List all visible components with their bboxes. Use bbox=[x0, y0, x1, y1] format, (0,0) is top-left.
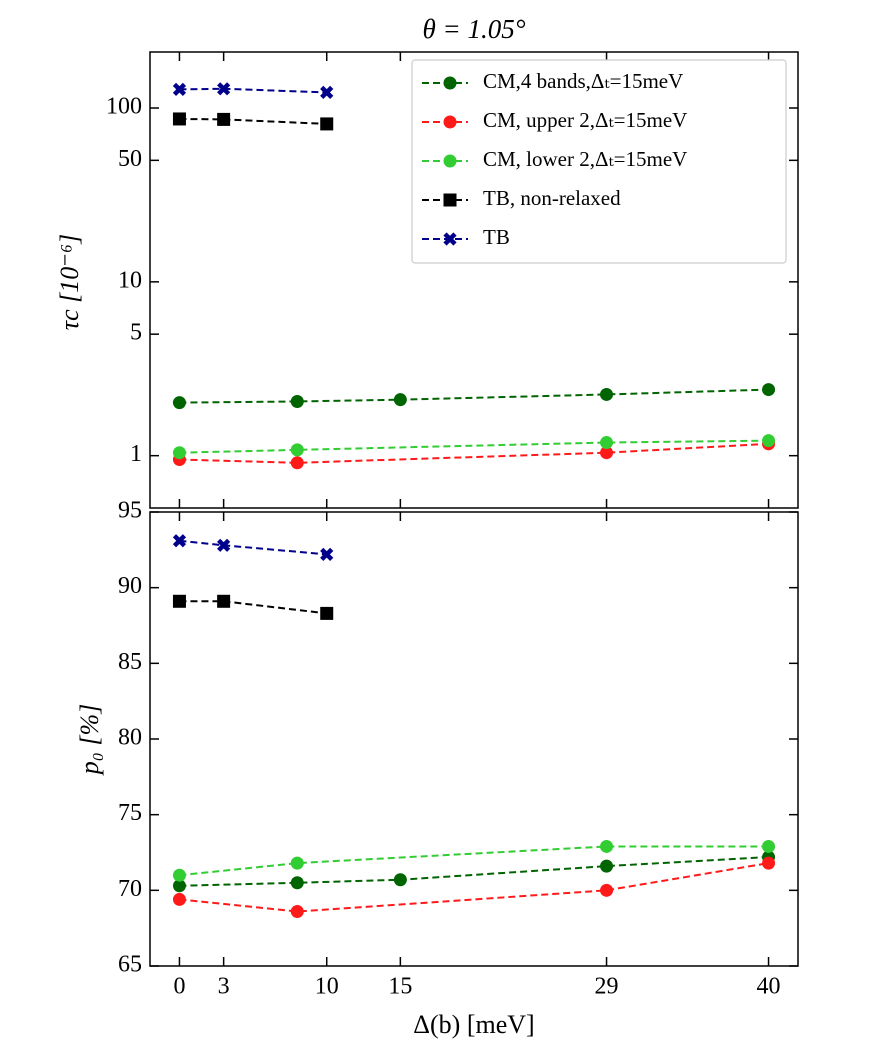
marker bbox=[290, 456, 304, 470]
series-line bbox=[179, 845, 769, 877]
marker bbox=[290, 876, 304, 890]
y-tick-label: 95 bbox=[118, 498, 142, 524]
marker bbox=[600, 387, 614, 401]
y-tick-label: 80 bbox=[118, 725, 142, 751]
marker bbox=[172, 396, 186, 410]
marker bbox=[217, 538, 231, 552]
y-tick-label: 65 bbox=[118, 952, 142, 978]
marker bbox=[172, 892, 186, 906]
series-markers bbox=[172, 534, 334, 561]
marker-stroke bbox=[172, 534, 187, 548]
series-line bbox=[179, 439, 769, 454]
marker bbox=[762, 383, 776, 397]
marker bbox=[600, 446, 614, 460]
legend-marker bbox=[443, 193, 457, 207]
marker bbox=[762, 839, 776, 853]
legend-marker bbox=[443, 154, 457, 168]
marker bbox=[600, 436, 614, 450]
marker bbox=[172, 594, 186, 608]
marker bbox=[172, 534, 187, 548]
marker bbox=[290, 856, 304, 870]
series-line bbox=[179, 862, 769, 913]
marker bbox=[600, 859, 614, 873]
marker bbox=[320, 547, 334, 561]
series-markers bbox=[172, 383, 776, 410]
marker bbox=[762, 856, 776, 870]
legend: CM,4 bands,Δₜ=15meV CM, upper 2,Δₜ=15meV C… bbox=[411, 59, 787, 264]
x-tick-label: 10 bbox=[315, 974, 339, 1000]
marker bbox=[172, 112, 186, 126]
series-markers bbox=[172, 82, 334, 99]
legend-label: CM, lower 2,Δₜ=15meV bbox=[483, 147, 687, 171]
marker bbox=[217, 594, 231, 608]
series-line bbox=[179, 442, 769, 464]
series-markers bbox=[172, 594, 334, 620]
legend-marker bbox=[443, 115, 457, 129]
x-tick-label: 29 bbox=[595, 974, 619, 1000]
series-markers bbox=[172, 839, 776, 882]
bottom-frame bbox=[149, 511, 799, 967]
y-tick-label: 50 bbox=[118, 146, 142, 172]
top-frame bbox=[149, 51, 799, 509]
y-tick-label: 100 bbox=[106, 94, 142, 120]
series-line bbox=[179, 388, 769, 404]
series-markers bbox=[172, 112, 334, 131]
series-markers bbox=[172, 856, 776, 919]
y-tick-label: 85 bbox=[118, 649, 142, 675]
legend-box bbox=[411, 59, 787, 264]
y-axis-label: p₀ [%] bbox=[75, 704, 104, 776]
marker bbox=[290, 394, 304, 408]
series-markers bbox=[172, 434, 776, 460]
marker bbox=[600, 839, 614, 853]
series-line bbox=[179, 117, 327, 125]
x-tick-label: 3 bbox=[218, 974, 230, 1000]
legend-marker bbox=[443, 232, 457, 246]
legend-label: CM,4 bands,Δₜ=15meV bbox=[483, 69, 683, 93]
series-markers bbox=[172, 850, 776, 893]
marker-stroke bbox=[172, 82, 187, 96]
y-tick-label: 70 bbox=[118, 876, 142, 902]
marker bbox=[172, 868, 186, 882]
y-tick-label: 10 bbox=[118, 267, 142, 293]
marker bbox=[290, 905, 304, 919]
series-line bbox=[179, 539, 327, 556]
x-tick-label: 15 bbox=[388, 974, 412, 1000]
marker bbox=[393, 393, 407, 407]
y-tick-label: 5 bbox=[130, 320, 142, 346]
series-markers bbox=[172, 437, 776, 470]
legend-label: CM, upper 2,Δₜ=15meV bbox=[483, 108, 687, 132]
series-line bbox=[179, 856, 769, 887]
legend-label: TB bbox=[483, 225, 510, 249]
marker bbox=[217, 112, 231, 126]
marker bbox=[600, 883, 614, 897]
marker bbox=[320, 117, 334, 131]
marker-stroke bbox=[320, 85, 334, 99]
marker bbox=[762, 434, 776, 448]
marker bbox=[290, 443, 304, 457]
marker bbox=[393, 873, 407, 887]
marker-stroke bbox=[320, 547, 334, 561]
x-tick-label: 0 bbox=[173, 974, 185, 1000]
y-tick-label: 90 bbox=[118, 573, 142, 599]
y-tick-label: 75 bbox=[118, 800, 142, 826]
series-line bbox=[179, 87, 327, 94]
marker bbox=[320, 85, 334, 99]
x-tick-label: 40 bbox=[757, 974, 781, 1000]
y-axis-label: τc [10⁻⁶] bbox=[55, 234, 84, 330]
series-line bbox=[179, 600, 327, 615]
marker bbox=[172, 879, 186, 893]
marker bbox=[172, 446, 186, 460]
legend-marker bbox=[443, 76, 457, 90]
legend-label: TB, non-relaxed bbox=[483, 186, 621, 210]
y-tick-label: 1 bbox=[130, 441, 142, 467]
marker-stroke bbox=[217, 82, 231, 96]
chart-title: θ = 1.05° bbox=[422, 14, 525, 44]
marker bbox=[172, 82, 187, 96]
marker bbox=[217, 82, 231, 96]
x-axis-label: Δ(b) [meV] bbox=[413, 1010, 534, 1039]
marker-stroke bbox=[217, 538, 231, 552]
marker bbox=[320, 606, 334, 620]
